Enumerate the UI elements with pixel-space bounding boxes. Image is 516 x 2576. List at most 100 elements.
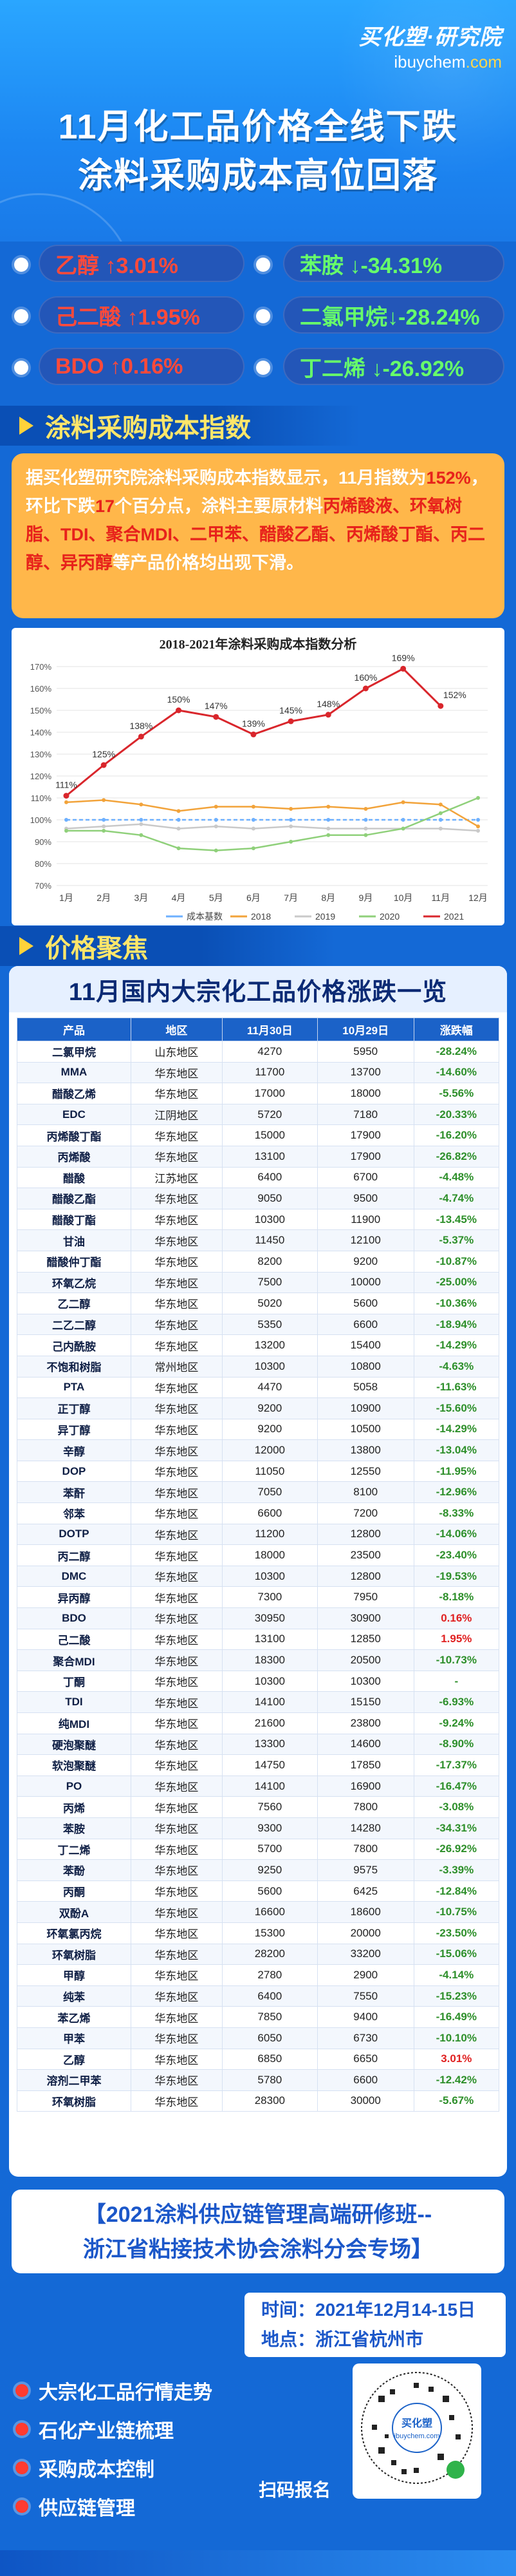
y-tick-label: 70% — [35, 881, 51, 891]
stat-card-up: 己二酸 ↑1.95% — [39, 296, 244, 334]
table-cell: 华东地区 — [130, 1943, 223, 1965]
table-cell: -3.08% — [413, 1796, 500, 1818]
table-cell: 华东地区 — [130, 1271, 223, 1294]
x-tick-label: 11月 — [432, 893, 450, 903]
table-row: 丁二烯 华东地区 5700 7800 -26.92% — [17, 1838, 500, 1861]
table-cell: 邻苯 — [17, 1502, 131, 1524]
table-cell: -16.20% — [413, 1124, 500, 1146]
table-cell: 纯MDI — [17, 1712, 131, 1734]
table-cell: MMA — [17, 1061, 131, 1084]
table-cell: BDO — [17, 1607, 131, 1629]
table-cell: -6.93% — [413, 1691, 500, 1713]
table-row: 双酚A 华东地区 16600 18600 -10.75% — [17, 1901, 500, 1923]
table-cell: 华东地区 — [130, 1208, 223, 1231]
table-cell: 3.01% — [413, 2048, 500, 2070]
table-cell: 丁二烯 — [17, 1838, 131, 1861]
summary-part: ，环比下跌 — [26, 468, 488, 516]
data-point — [251, 804, 255, 809]
data-point — [102, 818, 106, 822]
table-cell: 10000 — [317, 1271, 414, 1294]
table-cell: 10300 — [221, 1565, 318, 1587]
table-cell: 10800 — [317, 1355, 414, 1378]
table-cell: -10.36% — [413, 1293, 500, 1314]
y-tick-label: 150% — [30, 706, 52, 715]
table-cell: 10900 — [317, 1397, 414, 1419]
summary-part: 个百分点，涂料主要原材料 — [115, 497, 324, 516]
data-point — [401, 818, 405, 822]
table-cell: DMC — [17, 1565, 131, 1587]
legend-label: 2019 — [315, 911, 335, 922]
table-cell: 7800 — [317, 1796, 414, 1818]
x-tick-label: 2月 — [97, 893, 111, 903]
table-cell: 华东地区 — [130, 1250, 223, 1273]
data-label: 150% — [167, 694, 190, 705]
table-cell: EDC — [17, 1103, 131, 1126]
table-cell: 14100 — [221, 1691, 318, 1713]
data-point — [102, 829, 106, 833]
table-cell: 华东地区 — [130, 1188, 223, 1209]
table-row: 环氧氯丙烷 华东地区 15300 20000 -23.50% — [17, 1922, 500, 1944]
table-row: 丙二醇 华东地区 18000 23500 -23.40% — [17, 1544, 500, 1566]
table-cell: -15.06% — [413, 1943, 500, 1965]
table-cell: 30950 — [221, 1607, 318, 1629]
table-cell: 环氧树脂 — [17, 1943, 131, 1965]
table-cell: 华东地区 — [130, 2090, 223, 2112]
topic-item: 供应链管理 — [15, 2492, 135, 2521]
table-row: 苯酚 华东地区 9250 9575 -3.39% — [17, 1859, 500, 1881]
table-cell: - — [413, 1670, 500, 1692]
table-title: 11月国内大宗化工品价格涨跌一览 — [9, 966, 507, 1012]
table-cell: 8100 — [317, 1481, 414, 1504]
triangle-icon — [19, 417, 33, 435]
table-cell: 13100 — [221, 1145, 318, 1168]
data-point — [63, 793, 69, 799]
summary-items: 丙烯酸液、环氧树脂、TDI、聚合MDI、二甲苯、醋酸乙酯、丙烯酸丁酯、丙二醇、异… — [26, 497, 485, 573]
table-cell: 山东地区 — [130, 1041, 223, 1063]
topic-label: 石化产业链梳理 — [39, 2421, 174, 2442]
y-tick-label: 90% — [35, 837, 51, 847]
table-cell: 6425 — [317, 1880, 414, 1902]
table-cell: 13300 — [221, 1733, 318, 1756]
table-cell: 17900 — [317, 1124, 414, 1146]
headline-line1: 11月化工品价格全线下跌 — [58, 108, 458, 146]
data-point — [250, 731, 257, 737]
table-cell: 双酚A — [17, 1901, 131, 1923]
table-cell: 15000 — [221, 1124, 318, 1146]
summary-part: 据买化塑研究院涂料采购成本指数显示，11月指数为 — [26, 468, 427, 488]
table-cell: 醋酸乙酯 — [17, 1188, 131, 1209]
table-row: 醋酸乙烯 华东地区 17000 18000 -5.56% — [17, 1083, 500, 1104]
table-row: 纯苯 华东地区 6400 7550 -15.23% — [17, 1985, 500, 2007]
table-row: 环氧乙烷 华东地区 7500 10000 -25.00% — [17, 1271, 500, 1294]
data-point — [438, 818, 443, 822]
table-cell: -34.31% — [413, 1817, 500, 1839]
table-cell: 丙烯 — [17, 1796, 131, 1818]
table-cell: 华东地区 — [130, 1124, 223, 1146]
x-tick-label: 12月 — [468, 893, 488, 903]
table-row: 辛醇 华东地区 12000 13800 -13.04% — [17, 1439, 500, 1461]
table-row: 环氧树脂 华东地区 28200 33200 -15.06% — [17, 1943, 500, 1965]
table-row: EDC 江阴地区 5720 7180 -20.33% — [17, 1103, 500, 1126]
table-cell: -12.84% — [413, 1880, 500, 1902]
y-tick-label: 100% — [30, 815, 52, 825]
table-cell: -20.33% — [413, 1103, 500, 1126]
table-cell: 9200 — [221, 1418, 318, 1441]
table-cell: 12800 — [317, 1523, 414, 1546]
logo-brand: 买化塑·研究院 — [358, 25, 502, 50]
topic-label: 采购成本控制 — [39, 2459, 154, 2481]
table-cell: 醋酸仲丁酯 — [17, 1250, 131, 1273]
table-cell: 二氯甲烷 — [17, 1041, 131, 1063]
table-cell: -25.00% — [413, 1271, 500, 1294]
table-cell: 10300 — [221, 1670, 318, 1692]
data-point — [326, 833, 331, 837]
table-row: 丙烯酸 华东地区 13100 17900 -26.82% — [17, 1145, 500, 1168]
x-tick-label: 1月 — [59, 893, 73, 903]
table-cell: 11450 — [221, 1229, 318, 1251]
data-point — [176, 707, 182, 714]
logo-domain-prefix: ibuychem — [394, 52, 466, 71]
data-point — [251, 826, 255, 831]
table-cell: -3.39% — [413, 1859, 500, 1881]
data-point — [289, 840, 293, 844]
qr-code[interactable]: 买化塑 ibuychem.com — [353, 2363, 481, 2499]
data-point — [139, 833, 143, 837]
series-line — [66, 797, 479, 851]
data-point — [289, 807, 293, 811]
